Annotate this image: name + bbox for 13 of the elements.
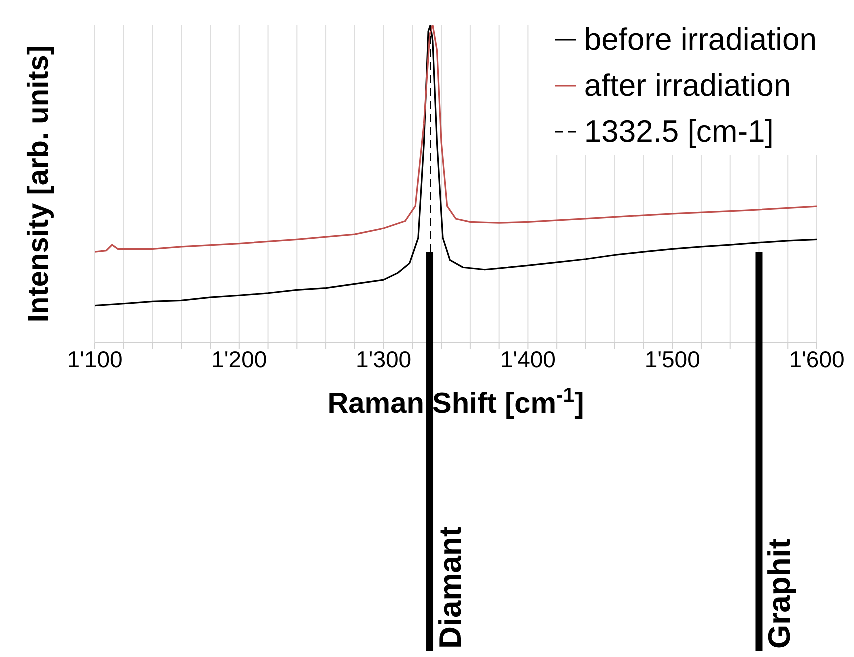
x-tick-label: 1'600 — [789, 346, 845, 372]
x-tick-label: 1'300 — [356, 346, 412, 372]
legend-label: after irradiation — [584, 67, 792, 105]
legend-label: 1332.5 [cm-1] — [584, 113, 774, 151]
x-tick-label: 1'500 — [644, 346, 700, 372]
x-tick-label: 1'200 — [212, 346, 268, 372]
x-tick-label: 1'100 — [67, 346, 123, 372]
x-axis-title: Raman Shift [cm$^{-1}$] — [328, 385, 584, 420]
ref-line-label: Diamant — [433, 526, 468, 649]
y-axis-title: Intensity [arb. units] — [23, 45, 55, 323]
x-tick-label: 1'400 — [500, 346, 556, 372]
ref-line-label: Graphit — [762, 538, 798, 649]
legend-label: before irradiation — [584, 21, 817, 59]
